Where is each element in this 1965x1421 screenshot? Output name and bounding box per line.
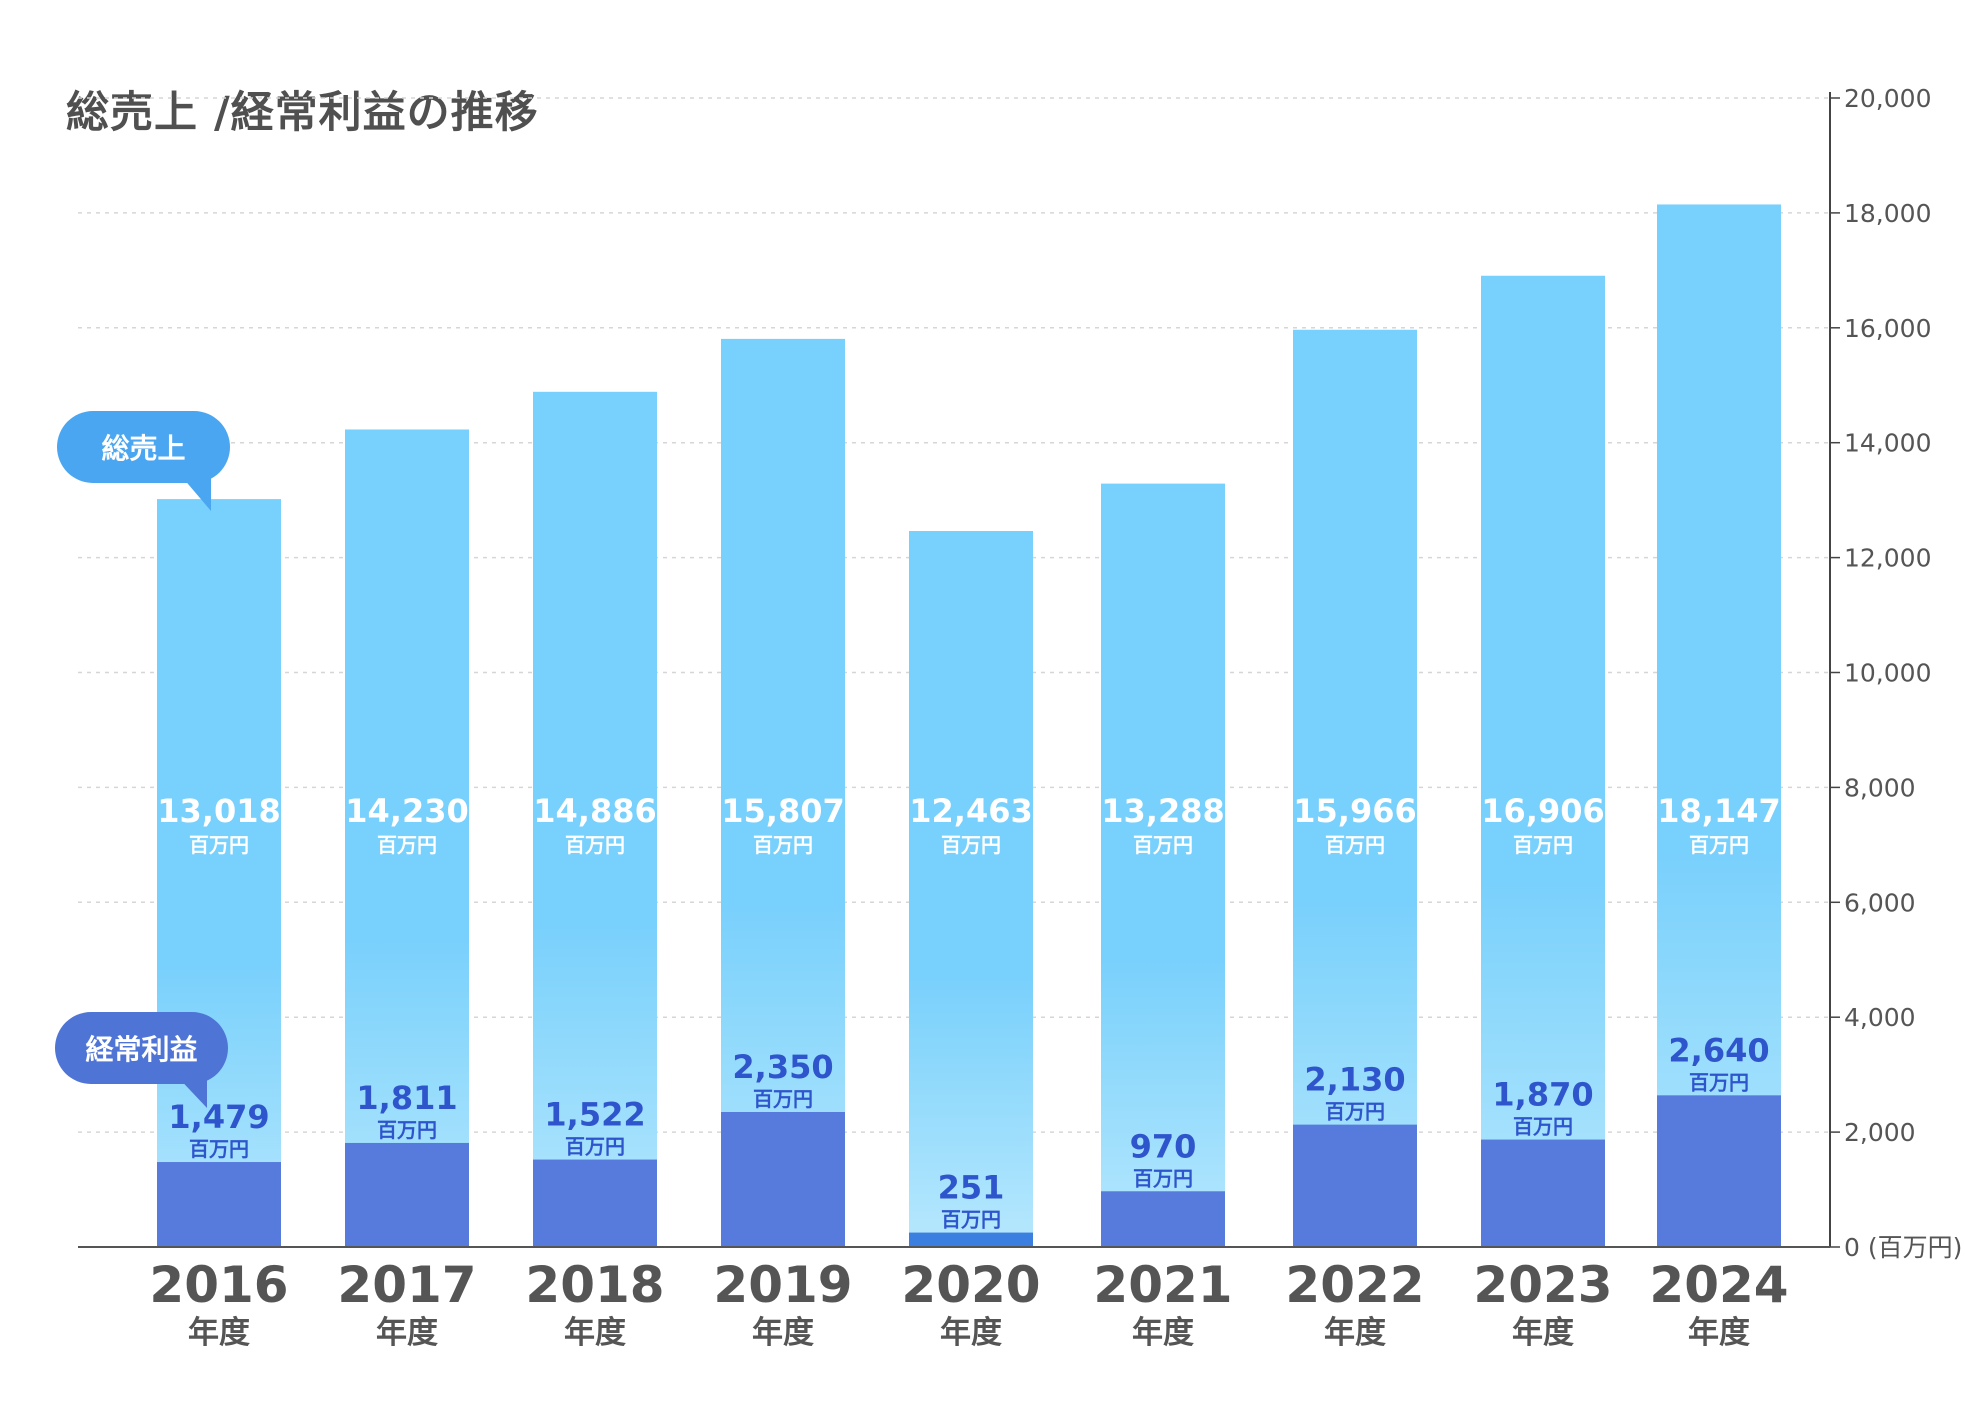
x-tick-label: 2019 (713, 1256, 852, 1314)
sales-value-label: 14,886 (533, 792, 656, 830)
y-tick-label: 12,000 (1844, 544, 1931, 573)
sales-unit-label: 百万円 (1133, 833, 1193, 857)
sales-bar (533, 391, 657, 1247)
bars (157, 204, 1781, 1248)
x-tick-label: 2024 (1649, 1256, 1788, 1314)
sales-callout-label: 総売上 (101, 432, 186, 465)
profit-value-label: 1,811 (356, 1079, 457, 1117)
y-tick-label: 0 (百万円) (1844, 1233, 1962, 1262)
profit-bar (721, 1111, 845, 1247)
profit-unit-label: 百万円 (377, 1118, 437, 1142)
profit-value-label: 1,870 (1492, 1076, 1593, 1114)
y-tick-label: 2,000 (1844, 1118, 1916, 1147)
sales-callout-tail (177, 471, 211, 511)
profit-value-label: 1,479 (168, 1098, 269, 1136)
x-tick-suffix: 年度 (1512, 1315, 1574, 1351)
profit-unit-label: 百万円 (1133, 1166, 1193, 1190)
profit-value-label: 2,350 (732, 1048, 833, 1086)
sales-unit-label: 百万円 (377, 833, 437, 857)
sales-unit-label: 百万円 (941, 833, 1001, 857)
x-tick-suffix: 年度 (1688, 1315, 1750, 1351)
sales-value-label: 15,807 (721, 792, 844, 830)
x-tick-label: 2023 (1473, 1256, 1612, 1314)
sales-bar (909, 531, 1033, 1247)
profit-unit-label: 百万円 (1513, 1115, 1573, 1139)
sales-callout: 総売上 (57, 411, 230, 511)
x-tick-label: 2020 (901, 1256, 1040, 1314)
x-tick-label: 2022 (1285, 1256, 1424, 1314)
profit-unit-label: 百万円 (1325, 1100, 1385, 1124)
sales-unit-label: 百万円 (1513, 833, 1573, 857)
sales-value-label: 18,147 (1657, 792, 1780, 830)
y-tick-label: 8,000 (1844, 773, 1916, 802)
profit-bar (1481, 1139, 1605, 1247)
profit-bar (1101, 1191, 1225, 1247)
x-tick-suffix: 年度 (1324, 1315, 1386, 1351)
x-tick-label: 2016 (149, 1256, 288, 1314)
y-tick-label: 4,000 (1844, 1003, 1916, 1032)
sales-value-label: 16,906 (1481, 792, 1604, 830)
profit-bar (157, 1162, 281, 1247)
sales-value-label: 15,966 (1293, 792, 1416, 830)
x-tick-suffix: 年度 (376, 1315, 438, 1351)
sales-bar (1101, 483, 1225, 1248)
sales-value-label: 14,230 (345, 792, 468, 830)
sales-unit-label: 百万円 (189, 833, 249, 857)
x-tick-label: 2021 (1093, 1256, 1232, 1314)
sales-bar (1657, 204, 1781, 1248)
x-tick-suffix: 年度 (752, 1315, 814, 1351)
profit-value-label: 1,522 (544, 1096, 645, 1134)
x-tick-suffix: 年度 (940, 1315, 1002, 1351)
x-tick-label: 2018 (525, 1256, 664, 1314)
labels: 13,018百万円1,479百万円2016年度14,230百万円1,811百万円… (149, 792, 1788, 1351)
profit-unit-label: 百万円 (1689, 1070, 1749, 1094)
sales-bar (721, 338, 845, 1248)
x-tick-suffix: 年度 (1132, 1315, 1194, 1351)
x-tick-label: 2017 (337, 1256, 476, 1314)
profit-bar (1657, 1095, 1781, 1247)
y-tick-label: 20,000 (1844, 84, 1931, 113)
y-tick-label: 14,000 (1844, 429, 1931, 458)
y-tick-label: 16,000 (1844, 314, 1931, 343)
profit-callout-label: 経常利益 (85, 1033, 198, 1066)
profit-value-label: 970 (1130, 1127, 1197, 1165)
profit-bar (909, 1232, 1033, 1247)
sales-unit-label: 百万円 (1325, 833, 1385, 857)
sales-bar (1481, 275, 1605, 1247)
y-tick-label: 6,000 (1844, 888, 1916, 917)
profit-value-label: 2,640 (1668, 1031, 1769, 1069)
profit-callout: 経常利益 (55, 1012, 228, 1108)
sales-value-label: 13,288 (1101, 792, 1224, 830)
sales-value-label: 13,018 (157, 792, 280, 830)
profit-value-label: 2,130 (1304, 1061, 1405, 1099)
profit-unit-label: 百万円 (565, 1135, 625, 1159)
sales-bar (1293, 329, 1417, 1247)
profit-callout-tail (173, 1072, 207, 1108)
sales-unit-label: 百万円 (753, 833, 813, 857)
profit-unit-label: 百万円 (753, 1087, 813, 1111)
profit-value-label: 251 (938, 1169, 1005, 1207)
y-tick-label: 18,000 (1844, 199, 1931, 228)
x-tick-suffix: 年度 (188, 1315, 250, 1351)
profit-bar (533, 1159, 657, 1247)
profit-bar (1293, 1124, 1417, 1247)
sales-unit-label: 百万円 (1689, 833, 1749, 857)
sales-unit-label: 百万円 (565, 833, 625, 857)
profit-bar (345, 1142, 469, 1247)
x-tick-suffix: 年度 (564, 1315, 626, 1351)
profit-unit-label: 百万円 (189, 1137, 249, 1161)
sales-value-label: 12,463 (909, 792, 1032, 830)
axes: 0 (百万円) 2,000 4,000 6,000 8,000 10,000 12,000 1… (78, 84, 1962, 1262)
chart-title: 総売上 /経常利益の推移 (66, 88, 539, 138)
sales-bar (345, 429, 469, 1247)
sales-bar (157, 499, 281, 1247)
y-tick-label: 10,000 (1844, 659, 1931, 688)
profit-unit-label: 百万円 (941, 1208, 1001, 1232)
